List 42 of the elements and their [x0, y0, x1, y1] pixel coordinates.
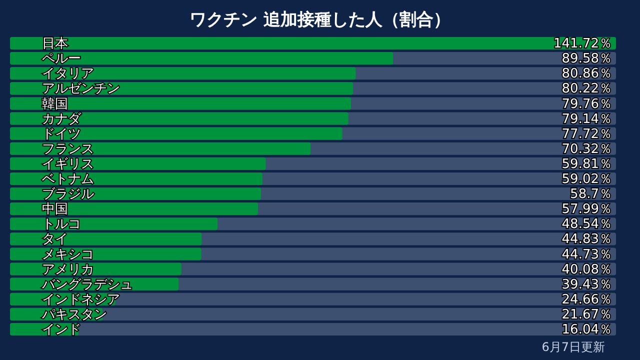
data-label: 44.83％ [562, 232, 612, 248]
y-tick-label: 日本 [42, 36, 68, 52]
data-label: 70.32％ [562, 142, 612, 157]
data-label: 141.72％ [554, 36, 612, 52]
y-tick-label: パキスタン [41, 307, 107, 322]
y-tick-label: イタリア [42, 66, 94, 82]
text: 6月7日更新 [542, 340, 605, 354]
data-label: 80.86％ [562, 66, 612, 82]
data-label: 39.43％ [562, 277, 612, 292]
y-tick-label: 中国 [42, 202, 68, 218]
data-label: 58.7％ [570, 187, 612, 202]
y-tick-label: ベトナム [42, 172, 94, 187]
y-tick-label: イギリス [42, 156, 94, 172]
data-label: 40.08％ [562, 262, 612, 278]
data-label: 57.99％ [562, 202, 612, 218]
y-tick-label: アメリカ [42, 262, 94, 278]
y-tick-label: アルゼンチン [42, 82, 120, 97]
y-tick-label: インドネシア [42, 292, 120, 308]
y-tick-label: トルコ [42, 217, 81, 232]
data-label: 79.76％ [562, 96, 612, 112]
title: ワクチン 追加接種した人（割合） [190, 10, 450, 30]
y-tick-label: フランス [42, 142, 94, 157]
y-tick-label: タイ [42, 232, 68, 248]
data-label: 16.04％ [562, 322, 612, 338]
y-tick-label: 韓国 [42, 96, 68, 112]
data-label: 59.81％ [562, 156, 612, 172]
y-tick-label: カナダ [42, 112, 82, 127]
data-label: 24.66％ [562, 292, 612, 308]
data-label: 89.58％ [562, 52, 612, 67]
data-label: 59.02％ [562, 172, 612, 187]
data-label: 79.14％ [562, 112, 612, 127]
data-label: 80.22％ [562, 82, 612, 97]
y-tick-label: ブラジル [42, 187, 94, 202]
y-tick-label: インド [42, 322, 81, 338]
y-tick-label: メキシコ [42, 247, 94, 262]
y-tick-label: ペルー [42, 52, 81, 67]
data-label: 77.72％ [562, 126, 612, 142]
y-tick-label: バングラデシュ [41, 277, 133, 292]
data-label: 48.54％ [562, 217, 612, 232]
data-label: 44.73％ [562, 247, 612, 262]
y-tick-label: ドイツ [42, 126, 81, 142]
data-label: 21.67％ [562, 307, 612, 322]
